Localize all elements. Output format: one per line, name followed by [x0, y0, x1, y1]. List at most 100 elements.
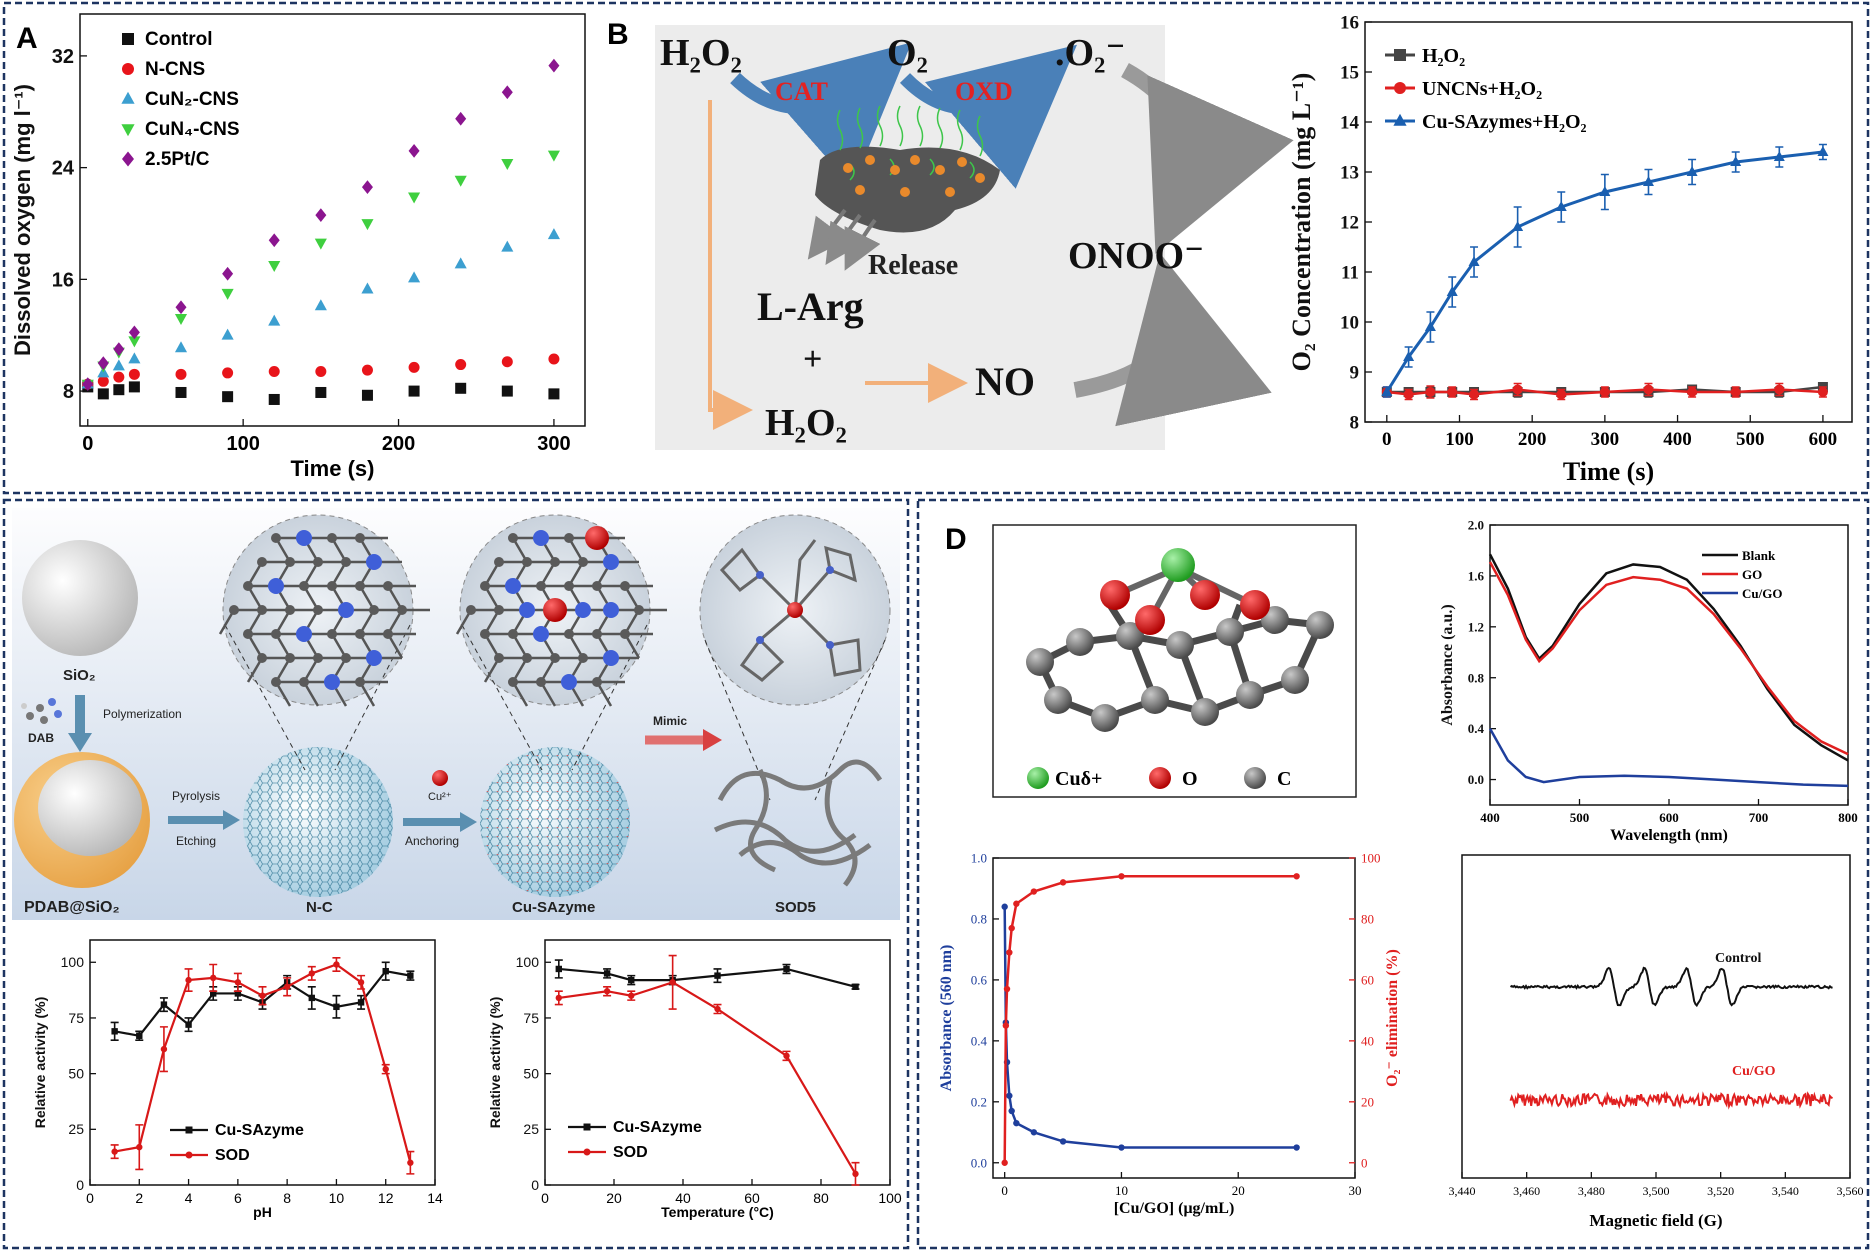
label-nc: N-C: [306, 899, 333, 916]
latticeCu-atom: [564, 533, 574, 543]
chart-c-ph-cusazyme-point: [357, 999, 365, 1006]
chart-a-point-control: [408, 385, 420, 397]
chart-c-ph-cusazyme-point: [210, 990, 217, 997]
chart-a-legend-marker: [121, 124, 135, 137]
chart-a-ylabel: Dissolved oxygen (mg l⁻¹): [10, 84, 35, 356]
chart-d-elim-ytick-label: 0.2: [971, 1094, 987, 1109]
chart-c-ph-cusazyme-point: [333, 1003, 340, 1011]
legend-c-swatch: [1244, 767, 1266, 789]
chart-a-point-control: [128, 381, 140, 393]
copper-atom: [1161, 548, 1195, 582]
chart-d-elim-ytick-label: 1.0: [971, 851, 987, 866]
chart-a-point-cuncns: [361, 219, 374, 231]
gray-arrow-top: [1121, 63, 1294, 254]
chart-c-temp-xtick-label: 20: [606, 1190, 622, 1206]
chart-d-elim-absorbance-point: [1001, 903, 1008, 910]
chart-a-point-ncns: [113, 371, 125, 383]
chart-b-cusazymesho-point: [1468, 256, 1480, 266]
chart-d-epr: 3,440 3,460 3,480 3,500 3,520 3,540 3,560 Magne…: [1449, 854, 1864, 1230]
chart-b-uncnsho-point: [1730, 387, 1741, 397]
chart-b-ytick-label: 13: [1340, 163, 1359, 184]
chart-d-elim-elimination-point: [1293, 873, 1300, 880]
chart-d-elim-elimination-point: [1030, 888, 1038, 895]
chart-d-epr-xlabel: Magnetic field (G): [1589, 1211, 1722, 1230]
chart-d-elim-y2tick-label: 20: [1361, 1094, 1374, 1109]
latticeNC-atom: [324, 674, 340, 690]
chart-a-point-cuncns: [454, 175, 467, 187]
chart-d-abs-legend-label: GO: [1742, 567, 1762, 582]
latticeNC-atom: [355, 581, 365, 591]
latticeNC-atom: [285, 557, 295, 567]
chart-d-epr-xtick-label: 3,540: [1772, 1184, 1799, 1198]
oxygen-atoms: [1100, 580, 1270, 635]
chart-c-ph-cusazyme-point: [160, 1001, 168, 1008]
chart-b-legend-marker: [1394, 82, 1406, 94]
chart-a-plot-frame: [79, 13, 586, 427]
latticeNC-atom: [397, 605, 407, 615]
latticeNC-atom: [243, 629, 253, 639]
latticeNC-atom: [383, 629, 393, 639]
sod5-protein-ribbon: [713, 759, 883, 887]
latticeNC-atom: [268, 578, 284, 594]
frame-c: [2, 498, 910, 1250]
chart-c-temp-ytick-label: 75: [523, 1010, 539, 1026]
chart-a-point-control: [455, 382, 467, 394]
chart-b-cusazymesho-point: [1555, 201, 1567, 211]
chart-a-point-cuncns: [128, 352, 141, 364]
chart-a-point-control: [222, 391, 234, 403]
latticeNC-atom: [296, 530, 312, 546]
legend-c-label: C: [1277, 768, 1291, 790]
chart-a-dissolved-oxygen: 0 100 200 300 8 16 24 32 Time (s) Dissolved oxyge…: [10, 13, 586, 481]
legend-cu-swatch: [1027, 767, 1049, 789]
chart-c-temp-xlabel: Temperature (°C): [661, 1204, 774, 1220]
chart-d-elim-plot-frame: [992, 857, 1356, 1179]
chart-a-point-cuncns: [454, 257, 467, 269]
chart-c-ph-xtick-label: 14: [427, 1190, 443, 1206]
chart-c-ph-ytick-label: 100: [61, 954, 85, 970]
latticeCu-atom: [578, 653, 588, 663]
chart-b-xtick-label: 200: [1518, 429, 1547, 450]
panel-label-b: B: [607, 18, 629, 51]
chart-d-abs-xtick-label: 600: [1659, 810, 1679, 825]
diagram-b: H₂O₂ O₂ .O₂⁻ CAT OXD Release L-Arg + H₂O…: [655, 25, 1294, 450]
chart-b-xtick-label: 100: [1445, 429, 1474, 450]
chart-a-point-cuncns: [501, 159, 514, 171]
chart-c-ph-xlabel: pH: [253, 1204, 272, 1220]
chart-d-abs-plot-frame: [1489, 524, 1849, 806]
chart-a-point-ncns: [455, 359, 467, 371]
chart-b-uncnsho-point: [1469, 389, 1480, 400]
chart-b-uncnsho-point: [1447, 387, 1458, 397]
chart-a-point-control: [97, 388, 109, 400]
latticeCu-atom: [592, 629, 602, 639]
chart-b-o2-concentration: 0 100 200 300 400 500 600 8 9 10 11 12 13 14 15 16 Time …: [1287, 13, 1853, 486]
sod5-active-site: [719, 539, 862, 682]
chart-d-elim-ytick-label: 0.6: [971, 972, 988, 987]
chart-b-xtick-label: 400: [1663, 429, 1692, 450]
chart-b-cusazymesho-point: [1512, 221, 1524, 231]
chart-a-xtick-label: 300: [537, 433, 570, 455]
latticeNC-atom: [229, 605, 239, 615]
latticeCu-atom: [466, 605, 476, 615]
chart-b-uncnsho-point: [1512, 384, 1523, 395]
chart-d-elim-xtick-label: 0: [1001, 1183, 1008, 1198]
chart-b-uncnsho-point: [1774, 384, 1785, 395]
chart-a-point-25ptc: [455, 111, 467, 126]
gray-arrow-bottom: [1073, 253, 1272, 427]
label-pdab-sio2: PDAB@SiO₂: [24, 899, 120, 916]
chart-d-elim-xlabel: [Cu/GO] (μg/mL): [1114, 1200, 1235, 1217]
chart-c-ph-cusazyme-point: [136, 1032, 143, 1039]
chart-c-ph-cusazyme-point: [234, 990, 242, 997]
chart-c-ph-xtick-label: 10: [329, 1190, 345, 1206]
latticeCu-atom: [634, 605, 644, 615]
polymer-chains: [836, 105, 984, 181]
chart-a-point-cuncns: [314, 238, 327, 250]
chart-c-temp-cusazyme-point: [603, 970, 611, 977]
chart-a-point-control: [501, 385, 513, 397]
label-anchoring: Anchoring: [405, 834, 459, 848]
latticeCu-atom: [494, 653, 504, 663]
chart-a-legend-marker: [122, 33, 134, 45]
frame-d: [916, 498, 1870, 1250]
chart-c-ph-sod-point: [111, 1148, 118, 1155]
chart-d-elim-absorbance-point: [1118, 1144, 1125, 1151]
chart-c-temperature-activity: 0 20 40 60 80 100 0 25 50 75 100 Temperature (°C) Re…: [487, 939, 902, 1220]
